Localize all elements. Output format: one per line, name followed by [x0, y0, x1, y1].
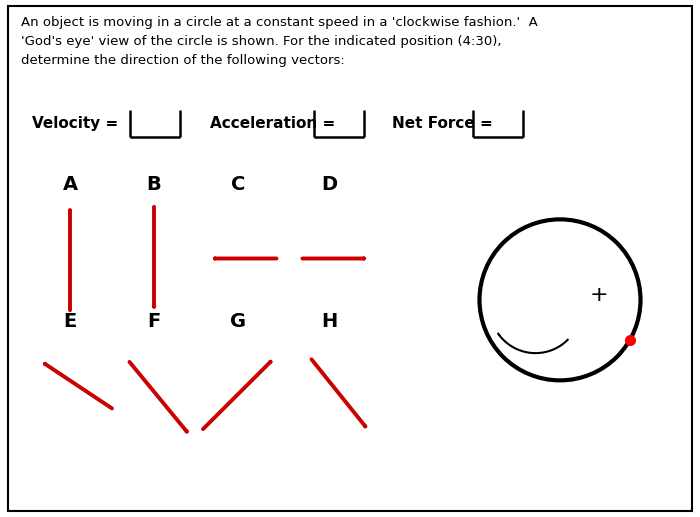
Text: Velocity =: Velocity =: [32, 116, 118, 131]
Text: H: H: [321, 312, 337, 331]
Text: B: B: [146, 175, 162, 194]
Text: E: E: [64, 312, 76, 331]
Text: An object is moving in a circle at a constant speed in a 'clockwise fashion.'  A: An object is moving in a circle at a con…: [21, 16, 538, 67]
Text: G: G: [230, 312, 246, 331]
Text: Net Force =: Net Force =: [392, 116, 493, 131]
Text: D: D: [321, 175, 337, 194]
Text: Acceleration =: Acceleration =: [210, 116, 335, 131]
Text: F: F: [148, 312, 160, 331]
Text: +: +: [589, 285, 608, 305]
Text: A: A: [62, 175, 78, 194]
Text: C: C: [231, 175, 245, 194]
